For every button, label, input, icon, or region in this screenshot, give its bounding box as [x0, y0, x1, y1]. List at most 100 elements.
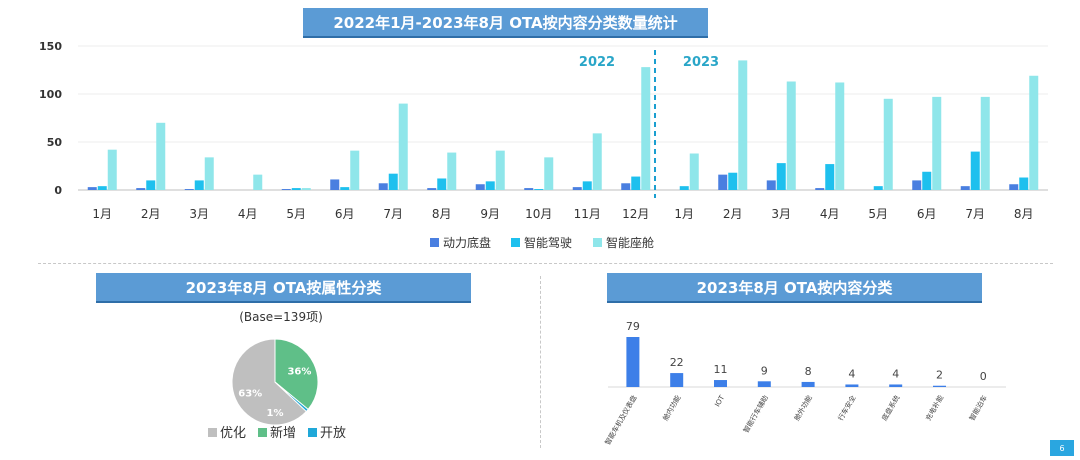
- content-bar: [889, 384, 903, 387]
- cockpit-bar: [932, 96, 942, 190]
- adas-bar: [922, 171, 932, 190]
- category-label: 底盘系统: [880, 394, 902, 423]
- cockpit-bar: [980, 96, 990, 190]
- pie-legend-label: 开放: [320, 426, 346, 441]
- category-label: 智能行车辅助: [741, 394, 770, 435]
- bar-value-label: 11: [714, 363, 728, 376]
- power-bar: [766, 180, 776, 190]
- cockpit-bar: [107, 149, 117, 190]
- adas-bar: [534, 189, 544, 190]
- legend-label: 智能座舱: [606, 235, 654, 250]
- category-label: 智能车机及仪表盘: [603, 394, 639, 447]
- power-bar: [378, 183, 388, 190]
- legend-swatch: [511, 238, 520, 247]
- adas-bar: [146, 180, 156, 190]
- power-bar: [718, 174, 728, 190]
- x-tick-label: 5月: [868, 207, 888, 221]
- pie-legend-swatch: [258, 428, 267, 437]
- content-bar: [933, 385, 946, 387]
- bar-value-label: 22: [670, 356, 684, 369]
- adas-bar: [340, 187, 350, 190]
- year-label-2022: 2022: [579, 55, 615, 70]
- cockpit-bar: [156, 122, 166, 190]
- pie-base-note: (Base=139项): [239, 310, 323, 324]
- adas-bar: [776, 163, 786, 190]
- x-tick-label: 3月: [771, 207, 791, 221]
- legend-swatch: [593, 238, 602, 247]
- x-tick-label: 8月: [1014, 207, 1034, 221]
- column-divider: [540, 276, 541, 448]
- pie-legend-label: 优化: [220, 426, 246, 441]
- adas-bar: [194, 180, 204, 190]
- power-bar: [87, 187, 97, 190]
- year-label-2023: 2023: [683, 55, 719, 70]
- x-tick-label: 4月: [238, 207, 258, 221]
- cockpit-bar: [350, 150, 360, 190]
- section-divider: [38, 263, 1053, 264]
- content-bar-chart-title: 2023年8月 OTA按内容分类: [607, 273, 982, 303]
- content-bar: [670, 373, 684, 387]
- adas-bar: [728, 172, 738, 190]
- x-tick-label: 3月: [189, 207, 209, 221]
- power-bar: [427, 188, 437, 190]
- slice-open: [274, 381, 309, 413]
- power-bar: [136, 188, 146, 190]
- power-bar: [572, 187, 582, 190]
- bar-value-label: 8: [805, 365, 812, 378]
- adas-bar: [1019, 177, 1029, 190]
- legend-label: 智能驾驶: [524, 235, 572, 250]
- monthly-ota-bar-chart: 0 50 100 150 1月 2月 3月 4月 5月 6月 7月 8月 9月 10月 11月 12月 1月 2…: [39, 40, 1048, 250]
- power-bar: [621, 183, 631, 190]
- power-bar: [475, 184, 485, 190]
- adas-bar: [582, 181, 592, 190]
- pie-value-label: 36%: [287, 367, 311, 378]
- cockpit-bar: [204, 157, 214, 190]
- cockpit-bar: [398, 103, 408, 190]
- power-bar: [524, 188, 534, 190]
- category-label: 舱外功能: [792, 394, 814, 423]
- legend-label: 动力底盘: [443, 235, 491, 250]
- pie-value-label: 1%: [267, 408, 284, 419]
- adas-bar: [485, 181, 495, 190]
- x-tick-label: 2月: [723, 207, 743, 221]
- adas-bar: [97, 186, 107, 190]
- x-tick-label: 8月: [432, 207, 452, 221]
- cockpit-bar: [544, 157, 554, 190]
- power-bar: [184, 189, 194, 190]
- x-tick-label: 1月: [674, 207, 694, 221]
- legend-swatch: [430, 238, 439, 247]
- adas-bar: [437, 178, 447, 190]
- x-tick-label: 12月: [622, 207, 649, 221]
- slice-optimize: [231, 338, 308, 426]
- category-label: 行车安全: [836, 394, 858, 423]
- pie-legend-label: 新增: [270, 425, 296, 441]
- cockpit-bar: [1029, 75, 1039, 190]
- category-label: 舱内功能: [661, 394, 683, 423]
- cockpit-bar: [641, 67, 651, 190]
- slice-new: [274, 338, 319, 411]
- x-tick-label: 6月: [335, 207, 355, 221]
- cockpit-bar: [447, 152, 457, 190]
- y-tick-label: 50: [47, 136, 63, 149]
- content-category-bar-chart: 79 智能车机及仪表盘 22 舱内功能 11 IOT 9 智能行车辅助 8 舱外功能 4 行车安全 4 底…: [603, 320, 1006, 447]
- adas-bar: [679, 186, 689, 190]
- power-bar: [815, 188, 825, 190]
- cockpit-bar: [495, 150, 505, 190]
- category-label: 智能泊车: [967, 394, 989, 423]
- category-label: IOT: [713, 393, 726, 408]
- x-tick-label: 1月: [92, 207, 112, 221]
- content-bar: [757, 381, 771, 387]
- x-tick-label: 9月: [480, 207, 500, 221]
- adas-bar: [970, 151, 980, 190]
- main-chart-title: 2022年1月-2023年8月 OTA按内容分类数量统计: [303, 8, 708, 38]
- cockpit-bar: [253, 174, 263, 190]
- cockpit-bar: [301, 188, 311, 190]
- power-bar: [281, 189, 291, 190]
- x-tick-label: 2月: [141, 207, 161, 221]
- bar-value-label: 4: [892, 367, 899, 380]
- bar-value-label: 2: [936, 369, 943, 382]
- content-bar: [626, 337, 640, 387]
- adas-bar: [825, 164, 835, 190]
- x-tick-label: 7月: [965, 207, 985, 221]
- pie-legend-swatch: [208, 428, 217, 437]
